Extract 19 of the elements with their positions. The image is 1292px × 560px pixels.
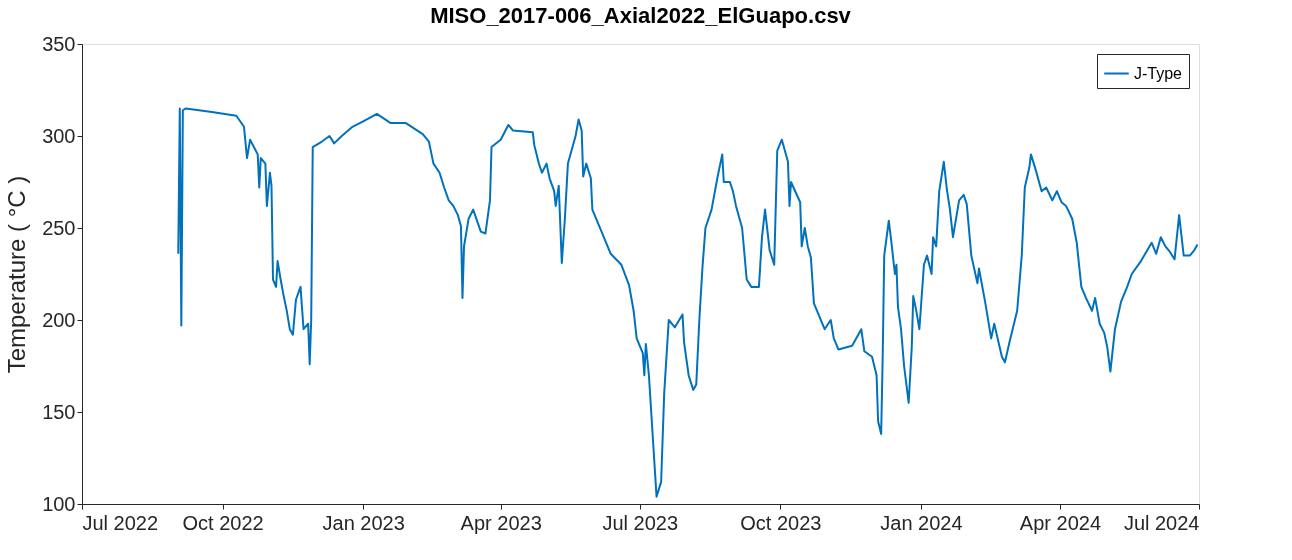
x-tick-label: Apr 2024 [1019,511,1102,534]
y-tick-label: 250 [42,216,76,239]
y-tick-label: 200 [42,308,76,331]
y-tick-label: 350 [42,32,76,55]
y-tick-label: 150 [42,400,76,423]
chart-title: MISO_2017-006_Axial2022_ElGuapo.csv [430,3,852,28]
y-tick-label: 100 [42,492,76,515]
x-tick-label: Jul 2024 [1123,511,1200,534]
x-tick-label: Oct 2022 [182,511,264,534]
y-axis-title: Temperature ( °C ) [3,175,31,374]
legend-label: J-Type [1134,64,1183,82]
line-series [177,107,1199,498]
y-tick-label: 300 [42,124,76,147]
x-tick-label: Jul 2023 [602,511,679,534]
x-tick-label: Jul 2022 [82,511,159,534]
x-tick-label: Jan 2024 [880,511,963,534]
x-tick-label: Apr 2023 [460,511,542,534]
x-tick-label: Jan 2023 [322,511,405,534]
x-tick-label: Oct 2023 [740,511,822,534]
